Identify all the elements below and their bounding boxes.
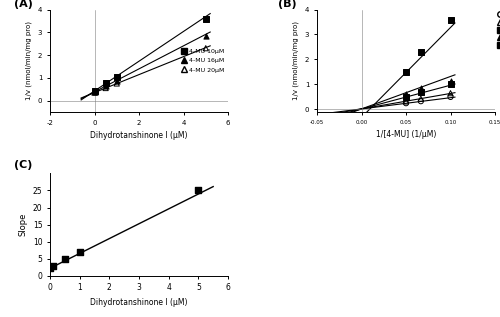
- Point: [113, 74, 121, 79]
- Y-axis label: 1/v (nmol/min/mg pro): 1/v (nmol/min/mg pro): [293, 21, 300, 100]
- Point: [446, 82, 454, 87]
- Point: [417, 90, 425, 95]
- Point: [102, 81, 110, 86]
- Point: [113, 81, 121, 86]
- Point: [446, 94, 454, 100]
- Point: [402, 99, 410, 104]
- Point: [402, 94, 410, 100]
- Point: [46, 266, 54, 271]
- Point: [202, 16, 210, 21]
- Point: [202, 33, 210, 38]
- Point: [194, 188, 202, 193]
- X-axis label: Dihydrotanshinone I (μM): Dihydrotanshinone I (μM): [90, 131, 188, 140]
- Y-axis label: 1/v (nmol/min/mg pro): 1/v (nmol/min/mg pro): [26, 21, 32, 100]
- Point: [90, 88, 98, 94]
- Text: (C): (C): [14, 160, 33, 170]
- Point: [90, 90, 98, 95]
- Point: [417, 86, 425, 91]
- Point: [446, 17, 454, 22]
- Point: [417, 99, 425, 104]
- Point: [446, 79, 454, 84]
- Text: (A): (A): [14, 0, 34, 10]
- X-axis label: 1/[4-MU] (1/μM): 1/[4-MU] (1/μM): [376, 130, 436, 139]
- Point: [417, 49, 425, 55]
- Point: [113, 79, 121, 84]
- Text: (B): (B): [278, 0, 296, 10]
- X-axis label: Dihydrotanshinone I (μM): Dihydrotanshinone I (μM): [90, 298, 188, 307]
- Point: [402, 100, 410, 106]
- Point: [417, 96, 425, 101]
- Point: [61, 256, 69, 261]
- Point: [402, 69, 410, 74]
- Point: [446, 91, 454, 96]
- Legend: Dihydrotanshinone I 0μM, Dihydrotanshinone I 0.1μM, Dihydrotanshinone I 0.5μM, D: Dihydrotanshinone I 0μM, Dihydrotanshino…: [498, 12, 500, 48]
- Y-axis label: Slope: Slope: [18, 213, 27, 236]
- Point: [402, 91, 410, 96]
- Legend: 4-MU 10μM, 4-MU 16μM, 4-MU 20μM: 4-MU 10μM, 4-MU 16μM, 4-MU 20μM: [182, 49, 225, 73]
- Point: [76, 249, 84, 255]
- Point: [49, 263, 57, 268]
- Point: [90, 89, 98, 94]
- Point: [102, 86, 110, 91]
- Point: [202, 46, 210, 51]
- Point: [102, 83, 110, 88]
